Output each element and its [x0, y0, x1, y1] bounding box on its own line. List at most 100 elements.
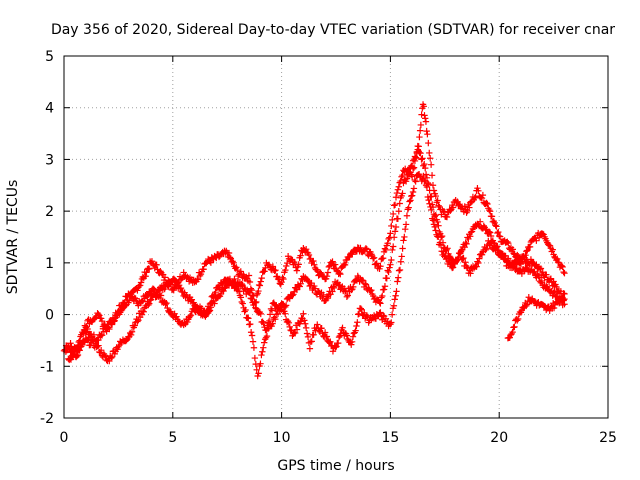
data-point	[422, 177, 429, 184]
data-point	[85, 335, 92, 342]
data-point	[462, 239, 469, 247]
data-point	[514, 315, 522, 323]
data-point	[241, 308, 248, 315]
data-point	[282, 310, 289, 317]
data-point	[244, 314, 251, 321]
data-point	[278, 300, 285, 307]
data-point	[332, 344, 339, 351]
data-point	[76, 337, 83, 344]
data-point	[362, 245, 370, 252]
data-point	[526, 243, 534, 251]
chart-title: Day 356 of 2020, Sidereal Day-to-day VTE…	[51, 22, 615, 38]
data-point	[509, 328, 516, 336]
data-point	[421, 112, 428, 119]
x-tick-label: 20	[490, 430, 508, 446]
data-point	[462, 259, 469, 266]
data-point	[522, 302, 530, 310]
data-point	[423, 127, 430, 135]
data-point	[421, 178, 428, 185]
data-point	[343, 293, 351, 300]
data-point	[106, 325, 113, 333]
data-point	[388, 311, 396, 318]
data-point	[418, 111, 425, 118]
data-point	[134, 287, 141, 294]
data-point	[395, 274, 402, 281]
data-point	[276, 306, 283, 314]
data-point	[399, 245, 406, 252]
data-point	[437, 241, 445, 249]
data-point	[101, 321, 108, 328]
data-point	[514, 317, 521, 324]
data-point	[392, 292, 399, 299]
data-point	[495, 228, 502, 236]
data-point	[308, 338, 315, 345]
data-point	[349, 251, 356, 258]
data-points	[60, 101, 568, 380]
data-point	[146, 300, 153, 307]
data-point	[255, 370, 262, 377]
data-point	[405, 204, 412, 211]
data-point	[279, 274, 286, 281]
data-point	[395, 208, 402, 215]
data-point	[554, 292, 561, 300]
data-point	[136, 282, 144, 289]
y-tick-label: 2	[45, 204, 54, 220]
y-tick-label: -2	[40, 411, 54, 427]
data-point	[233, 266, 241, 274]
data-point	[408, 163, 416, 170]
data-point	[554, 255, 561, 263]
data-point	[445, 257, 452, 264]
data-point	[525, 294, 532, 301]
data-point	[535, 274, 543, 281]
x-tick-label: 5	[168, 430, 177, 446]
data-point	[314, 268, 321, 275]
data-point	[369, 255, 377, 262]
data-point	[405, 171, 412, 178]
data-point	[464, 207, 471, 215]
data-point	[422, 118, 430, 125]
data-point	[556, 299, 563, 307]
data-point	[466, 233, 474, 240]
data-point	[187, 312, 195, 319]
data-point	[417, 121, 425, 129]
data-point	[79, 330, 87, 337]
series-track-3	[65, 170, 568, 380]
data-point	[467, 229, 475, 236]
data-point	[559, 295, 566, 303]
y-tick-label: 3	[45, 152, 54, 168]
data-point	[117, 306, 124, 314]
series-track-4	[504, 290, 568, 342]
data-point	[200, 266, 207, 273]
data-point	[461, 203, 468, 210]
data-point	[304, 277, 312, 284]
data-point	[286, 323, 293, 331]
data-point	[282, 266, 289, 274]
data-point	[257, 310, 264, 318]
data-point	[131, 322, 138, 329]
data-point	[378, 294, 385, 301]
data-point	[95, 311, 102, 318]
data-point	[486, 229, 494, 236]
data-point	[389, 246, 396, 254]
data-point	[397, 258, 405, 265]
data-point	[482, 226, 489, 233]
data-point	[324, 269, 332, 276]
data-point	[393, 189, 401, 197]
data-point	[90, 331, 98, 339]
data-point	[329, 348, 337, 355]
data-point	[395, 267, 403, 274]
data-point	[387, 261, 394, 268]
data-point	[537, 265, 545, 272]
data-point	[225, 249, 233, 257]
data-point	[388, 256, 395, 264]
data-point	[426, 149, 433, 157]
data-point	[487, 232, 495, 240]
data-point	[387, 230, 394, 237]
data-point	[269, 320, 276, 327]
data-point	[108, 321, 116, 328]
data-point	[336, 269, 343, 277]
data-point	[237, 294, 245, 301]
data-point	[492, 222, 499, 229]
data-point	[388, 222, 395, 230]
data-point	[558, 262, 565, 270]
